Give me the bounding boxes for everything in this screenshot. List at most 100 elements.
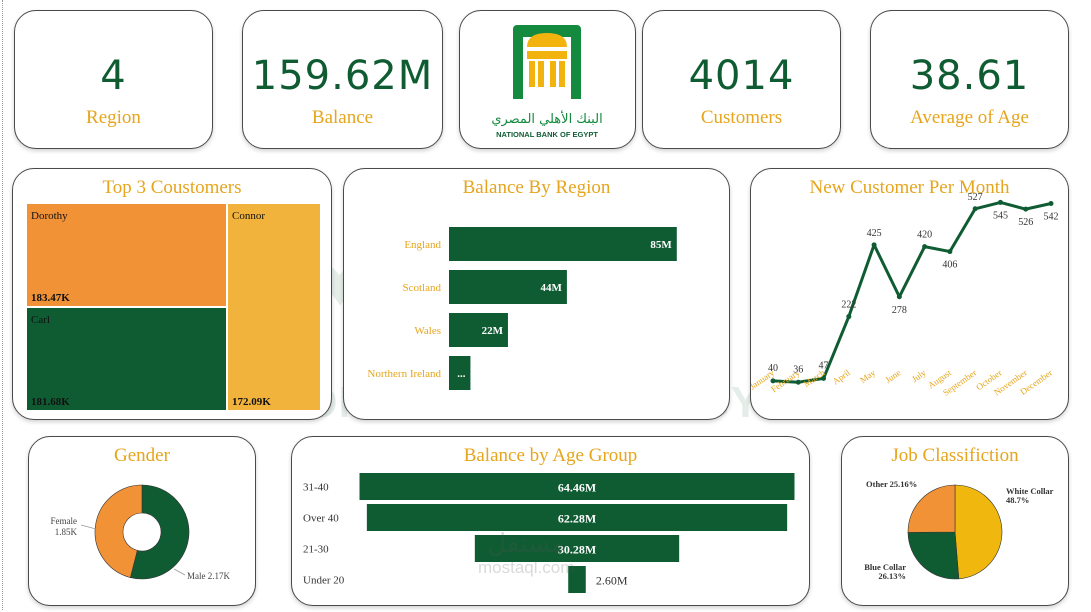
- monthly-point: [795, 379, 801, 385]
- gender-slice-female: [94, 484, 143, 578]
- age-bar: [474, 535, 680, 562]
- job-blue-collar-value: 26.13%: [878, 571, 906, 581]
- monthly-point: [821, 375, 827, 381]
- bank-logo-icon: البنك الأهلي المصري NATIONAL BANK OF EGY…: [491, 25, 603, 139]
- region-bar-label: 85M: [650, 239, 672, 251]
- job-blue-collar-label: Blue Collar: [864, 562, 906, 572]
- region-category-label: Northern Ireland: [367, 368, 441, 380]
- job-slice-blue-collar: [907, 531, 960, 580]
- age-category-label: 31-40: [303, 482, 329, 494]
- kpi-customers-label: Customers: [700, 107, 783, 128]
- top3-customers-card[interactable]: Top 3 Coustomers Dorothy 183.47K Carl 18…: [12, 168, 332, 420]
- region-bar: [449, 356, 471, 390]
- monthly-point: [972, 206, 978, 212]
- monthly-data-label: 420: [917, 230, 932, 241]
- treemap-value: 181.68K: [31, 396, 70, 408]
- region-bar-label: 44M: [541, 282, 563, 294]
- monthly-data-label: 527: [968, 192, 983, 203]
- kpi-age-value: 38.61: [909, 53, 1030, 99]
- monthly-data-label: 545: [993, 210, 1008, 221]
- age-chart-title: Balance by Age Group: [463, 445, 638, 466]
- kpi-region-value: 4: [100, 53, 127, 99]
- gender-card[interactable]: Gender Male 2.17K Female 1.85K: [28, 436, 256, 606]
- monthly-axis-label: May: [858, 367, 878, 385]
- job-other-label: Other 25.16%: [866, 479, 917, 489]
- monthly-point: [997, 199, 1003, 205]
- treemap-cell-carl[interactable]: Carl 181.68K: [26, 307, 227, 411]
- job-chart-title: Job Classifiction: [891, 445, 1019, 466]
- job-classification-card[interactable]: Job Classifiction White Collar 48.7% Blue …: [841, 436, 1069, 606]
- treemap-name: Carl: [31, 314, 50, 326]
- age-group-card[interactable]: Balance by Age Group 31-40 64.46M Over 40 6…: [291, 436, 810, 606]
- top3-title: Top 3 Coustomers: [102, 177, 242, 198]
- treemap-name: Dorothy: [31, 210, 68, 222]
- monthly-point: [947, 249, 953, 255]
- age-bar-label: 62.28M: [558, 512, 596, 526]
- region-bar: [449, 227, 677, 261]
- monthly-data-label: 425: [867, 228, 882, 239]
- monthly-point: [1023, 206, 1029, 212]
- age-bar-label: 2.60M: [596, 574, 628, 588]
- monthly-data-label: 542: [1044, 211, 1059, 222]
- monthly-point: [1048, 200, 1054, 206]
- treemap-value: 183.47K: [31, 292, 70, 304]
- monthly-series-line: [772, 200, 1052, 384]
- monthly-point: [871, 242, 877, 248]
- monthly-chart-title: New Customer Per Month: [809, 177, 1010, 198]
- new-customer-card[interactable]: New Customer Per Month 40 January 36 Februa…: [750, 168, 1069, 420]
- gender-title: Gender: [114, 445, 170, 466]
- region-bar: [449, 270, 567, 304]
- monthly-axis-label: April: [831, 367, 853, 386]
- monthly-data-label: 526: [1018, 217, 1033, 228]
- monthly-data-label: 278: [892, 305, 907, 316]
- kpi-age-card[interactable]: 38.61 Average of Age: [870, 10, 1069, 149]
- treemap-value: 172.09K: [232, 396, 271, 408]
- kpi-customers-card[interactable]: 4014 Customers: [642, 10, 841, 149]
- region-bar-chart: England 85M Scotland 44M Wales 22M Northern Ir…: [367, 227, 677, 390]
- gender-leader-line: [80, 524, 97, 530]
- job-slice-other: [907, 484, 956, 533]
- age-bar: [568, 566, 586, 593]
- gender-female-value: 1.85K: [55, 527, 78, 537]
- age-category-label: Under 20: [303, 575, 345, 587]
- region-bar-label: 22M: [482, 325, 504, 337]
- region-category-label: Scotland: [403, 282, 442, 294]
- age-bar-label: 30.28M: [558, 543, 596, 557]
- age-category-label: Over 40: [303, 513, 339, 525]
- logo-english-text: NATIONAL BANK OF EGYPT: [496, 130, 598, 139]
- monthly-axis-label: June: [883, 367, 902, 385]
- age-category-label: 21-30: [303, 544, 329, 556]
- region-chart-title: Balance By Region: [462, 177, 611, 198]
- region-bar-label: ...: [457, 368, 466, 380]
- region-category-label: Wales: [414, 325, 441, 337]
- treemap-cell-dorothy[interactable]: Dorothy 183.47K: [26, 203, 227, 307]
- monthly-data-label: 222: [841, 300, 856, 311]
- job-white-collar-value: 48.7%: [1006, 495, 1029, 505]
- monthly-point: [846, 314, 852, 320]
- monthly-point: [770, 378, 776, 384]
- balance-by-region-card[interactable]: Balance By Region England 85M Scotland 44M W…: [343, 168, 730, 420]
- logo-arabic-text: البنك الأهلي المصري: [491, 110, 602, 127]
- age-funnel-chart: 31-40 64.46M Over 40 62.28M 21-30 30.28M Under…: [303, 473, 795, 593]
- age-bar-label: 64.46M: [558, 481, 596, 495]
- age-bar: [359, 473, 795, 500]
- gender-leader-line: [173, 568, 186, 576]
- kpi-balance-card[interactable]: 159.62M Balance: [242, 10, 443, 149]
- monthly-data-label: 406: [942, 260, 957, 271]
- monthly-data-label: 47: [819, 360, 829, 371]
- gender-male-label: Male 2.17K: [187, 571, 230, 581]
- treemap-cell-connor[interactable]: Connor 172.09K: [227, 203, 321, 411]
- kpi-region-label: Region: [86, 107, 141, 128]
- monthly-point: [896, 294, 902, 300]
- job-slice-white-collar: [954, 484, 1003, 580]
- monthly-data-label: 36: [793, 364, 803, 375]
- logo-card: البنك الأهلي المصري NATIONAL BANK OF EGY…: [459, 10, 636, 149]
- monthly-point: [922, 244, 928, 250]
- kpi-region-card[interactable]: 4 Region: [14, 10, 213, 149]
- gender-slice-male: [130, 484, 190, 580]
- kpi-age-label: Average of Age: [910, 107, 1029, 128]
